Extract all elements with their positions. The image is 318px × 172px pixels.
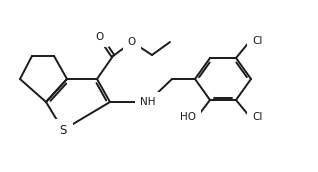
Text: Cl: Cl <box>252 112 262 122</box>
Text: HO: HO <box>180 112 196 122</box>
Text: S: S <box>59 125 67 137</box>
Text: O: O <box>128 37 136 47</box>
Text: Cl: Cl <box>252 36 262 46</box>
Text: NH: NH <box>140 97 156 107</box>
Text: O: O <box>96 32 104 42</box>
